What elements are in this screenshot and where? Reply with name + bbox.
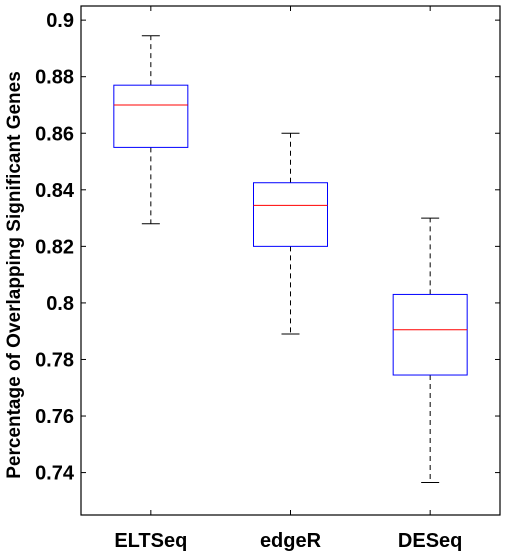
y-tick-label: 0.88 — [35, 67, 74, 89]
y-tick-label: 0.76 — [35, 406, 74, 428]
x-tick-label: DESeq — [398, 530, 462, 552]
y-tick-label: 0.78 — [35, 349, 74, 371]
iqr-box — [113, 84, 189, 148]
y-axis-title: Percentage of Overlapping Significant Ge… — [4, 71, 25, 479]
plot-area: 0.74 0.76 0.78 0.8 0.82 0.84 0.86 0.88 0.9 ELTSeq… — [35, 5, 501, 552]
y-tick-label: 0.8 — [46, 293, 74, 315]
y-tick-label: 0.9 — [46, 10, 74, 32]
y-tick-label: 0.82 — [35, 236, 74, 258]
y-tick-label: 0.86 — [35, 123, 74, 145]
iqr-box — [253, 182, 328, 247]
y-tick-label: 0.84 — [35, 180, 75, 202]
iqr-box — [392, 293, 468, 376]
x-tick-label: ELTSeq — [114, 530, 187, 552]
plot-frame — [80, 5, 501, 516]
x-tick-label: edgeR — [260, 530, 322, 552]
y-tick-label: 0.74 — [35, 463, 75, 485]
